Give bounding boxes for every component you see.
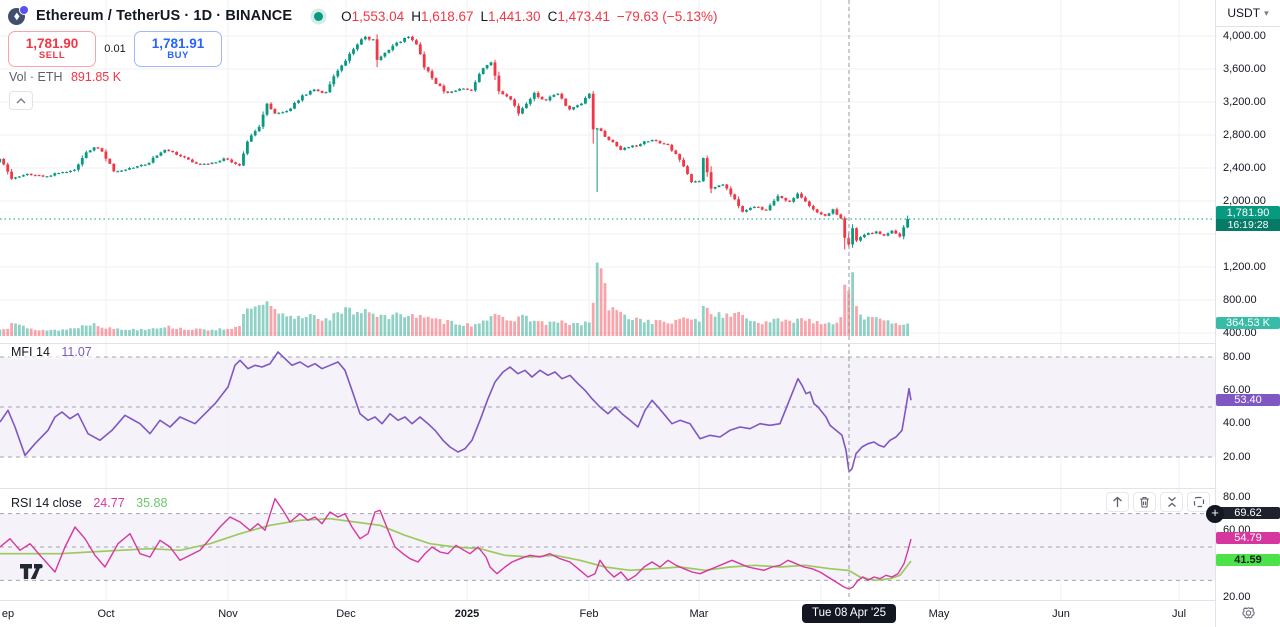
time-tick-label: Nov: [218, 608, 238, 620]
rsi-ma-value: 35.88: [136, 496, 168, 510]
volume-label: Vol · ETH: [9, 70, 63, 84]
close-label: C: [547, 8, 558, 24]
time-tick-label: 2025: [454, 608, 480, 620]
high-value: 1,618.67: [420, 8, 474, 24]
close-value: 1,473.41: [557, 8, 610, 24]
time-tick-label: Feb: [579, 608, 599, 620]
pane-separator[interactable]: [0, 488, 1280, 489]
buy-button[interactable]: 1,781.91 BUY: [134, 31, 222, 67]
axis-tick-label: 40.00: [1223, 417, 1251, 429]
collapse-pane-button[interactable]: [1160, 492, 1183, 512]
last-price-value: 1,781.90: [1226, 207, 1270, 219]
time-axis-corner: [1216, 600, 1280, 627]
last-price-badge: 1,781.90 16:19:28: [1216, 206, 1280, 231]
mfi-value-badge: 53.40: [1216, 394, 1280, 406]
tradingview-logo-icon: [20, 564, 43, 579]
open-value: 1,553.04: [351, 8, 405, 24]
chevron-down-icon: ▾: [1264, 7, 1269, 18]
crosshair-date-badge: Tue 08 Apr '25: [801, 604, 897, 623]
chart-region[interactable]: [0, 0, 1215, 600]
volume-legend: Vol · ETH 891.85 K: [9, 70, 121, 84]
axis-tick-label: 60.00: [1223, 384, 1251, 396]
price-axis-separator: [1215, 0, 1216, 627]
time-axis[interactable]: ep Oct Nov Dec 2025 Feb Mar May Jun Jul Tue 08 Ap…: [0, 600, 1215, 627]
market-status-dot-icon[interactable]: [314, 11, 324, 21]
trash-icon: [1140, 496, 1149, 508]
main-price-pane[interactable]: [0, 0, 1215, 343]
high-label: H: [411, 8, 421, 24]
axis-tick-label: 80.00: [1223, 491, 1251, 503]
sell-price: 1,781.90: [25, 35, 79, 51]
change-value: −79.63 (−5.13%): [616, 8, 718, 24]
axis-tick-label: 1,200.00: [1223, 261, 1266, 273]
axis-tick-label: 20.00: [1223, 451, 1251, 463]
volume-badge: 364.53 K: [1216, 317, 1280, 329]
maximize-icon: [1193, 496, 1204, 508]
bar-countdown: 16:19:28: [1216, 219, 1280, 231]
axis-tick-label: 2,800.00: [1223, 129, 1266, 141]
axis-tick-label: 2,400.00: [1223, 162, 1266, 174]
ohlc-legend: O1,553.04 H1,618.67 L1,441.30 C1,473.41 …: [341, 9, 717, 24]
open-label: O: [341, 8, 352, 24]
time-tick-label: Mar: [689, 608, 709, 620]
time-tick-label: Jun: [1052, 608, 1070, 620]
rsi-green-badge: 41.59: [1216, 554, 1280, 566]
axis-crosshair-plus-button[interactable]: +: [1206, 505, 1224, 523]
mfi-value: 11.07: [61, 345, 92, 359]
spread-value: 0.01: [104, 43, 126, 55]
chart-header: ◆ Ethereum / TetherUS · 1D · BINANCE O1,…: [8, 5, 717, 27]
rsi-pane-toolbar: [1106, 492, 1210, 512]
rsi-value: 24.77: [93, 496, 125, 510]
rsi-name: RSI 14 close: [11, 496, 82, 510]
time-tick-label: Dec: [336, 608, 356, 620]
move-pane-up-button[interactable]: [1106, 492, 1129, 512]
pane-separator[interactable]: [0, 343, 1280, 344]
volume-value: 891.85 K: [70, 70, 122, 84]
axis-tick-label: 80.00: [1223, 351, 1251, 363]
symbol-title[interactable]: Ethereum / TetherUS · 1D · BINANCE: [36, 8, 293, 24]
chevron-up-icon: [16, 97, 26, 103]
mfi-legend[interactable]: MFI 14 11.07: [9, 345, 94, 359]
axis-tick-label: 4,000.00: [1223, 30, 1266, 42]
axis-tick-label: 400.00: [1223, 327, 1257, 339]
time-tick-label: Oct: [97, 608, 115, 620]
delete-pane-button[interactable]: [1133, 492, 1156, 512]
arrow-up-icon: [1113, 496, 1122, 507]
time-tick-label: ep: [1, 608, 15, 620]
axis-tick-label: 3,200.00: [1223, 96, 1266, 108]
buy-label: BUY: [167, 50, 189, 62]
tradingview-logo[interactable]: [20, 564, 48, 585]
collapse-legend-button[interactable]: [9, 91, 33, 110]
sell-label: SELL: [38, 50, 66, 62]
collapse-chevrons-icon: [1167, 497, 1176, 507]
maximize-pane-button[interactable]: [1187, 492, 1210, 512]
order-panel: 1,781.90 SELL 0.01 1,781.91 BUY: [8, 31, 222, 67]
price-axis[interactable]: USDT ▾ 4,000.00 3,600.00 3,200.00 2,800.00 2…: [1216, 0, 1280, 603]
axis-tick-label: 800.00: [1223, 294, 1257, 306]
low-value: 1,441.30: [488, 8, 541, 24]
time-axis-settings-gear-icon[interactable]: [1241, 606, 1256, 621]
rsi-legend[interactable]: RSI 14 close 24.77 35.88: [9, 496, 170, 510]
currency-selector[interactable]: USDT ▾: [1216, 0, 1280, 27]
ethereum-logo-icon: ◆: [8, 5, 29, 26]
mfi-indicator-pane[interactable]: [0, 343, 1215, 488]
rsi-pink-badge: 54.79: [1216, 532, 1280, 544]
rsi-indicator-pane[interactable]: [0, 488, 1215, 600]
currency-label: USDT: [1227, 6, 1261, 20]
axis-tick-label: 3,600.00: [1223, 63, 1266, 75]
low-label: L: [480, 8, 489, 24]
rsi-black-badge: 69.62: [1216, 507, 1280, 519]
buy-price: 1,781.91: [151, 35, 205, 51]
time-tick-label: May: [928, 608, 950, 620]
time-tick-label: Jul: [1171, 608, 1187, 620]
sell-button[interactable]: 1,781.90 SELL: [8, 31, 96, 67]
axis-tick-label: 2,000.00: [1223, 195, 1266, 207]
mfi-name: MFI 14: [11, 345, 50, 359]
